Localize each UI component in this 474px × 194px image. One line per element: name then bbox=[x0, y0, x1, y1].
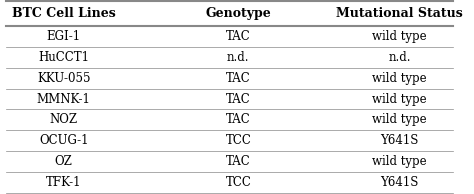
Text: Y641S: Y641S bbox=[381, 134, 419, 147]
Text: OCUG-1: OCUG-1 bbox=[39, 134, 89, 147]
Text: TAC: TAC bbox=[226, 93, 251, 106]
Text: Y641S: Y641S bbox=[381, 176, 419, 189]
Text: KKU-055: KKU-055 bbox=[37, 72, 91, 85]
Text: Genotype: Genotype bbox=[206, 7, 271, 20]
Text: TCC: TCC bbox=[226, 134, 251, 147]
Text: MMNK-1: MMNK-1 bbox=[37, 93, 91, 106]
Text: OZ: OZ bbox=[55, 155, 73, 168]
Text: wild type: wild type bbox=[372, 93, 427, 106]
Text: wild type: wild type bbox=[372, 72, 427, 85]
Text: HuCCT1: HuCCT1 bbox=[38, 51, 89, 64]
Text: TCC: TCC bbox=[226, 176, 251, 189]
Text: wild type: wild type bbox=[372, 155, 427, 168]
Text: TFK-1: TFK-1 bbox=[46, 176, 82, 189]
Text: Mutational Status: Mutational Status bbox=[336, 7, 463, 20]
Text: TAC: TAC bbox=[226, 113, 251, 126]
Text: n.d.: n.d. bbox=[388, 51, 411, 64]
Text: TAC: TAC bbox=[226, 155, 251, 168]
Text: NOZ: NOZ bbox=[50, 113, 78, 126]
Text: wild type: wild type bbox=[372, 30, 427, 43]
Text: TAC: TAC bbox=[226, 30, 251, 43]
Text: EGI-1: EGI-1 bbox=[46, 30, 81, 43]
Text: BTC Cell Lines: BTC Cell Lines bbox=[12, 7, 116, 20]
Text: wild type: wild type bbox=[372, 113, 427, 126]
Text: TAC: TAC bbox=[226, 72, 251, 85]
Text: n.d.: n.d. bbox=[227, 51, 250, 64]
